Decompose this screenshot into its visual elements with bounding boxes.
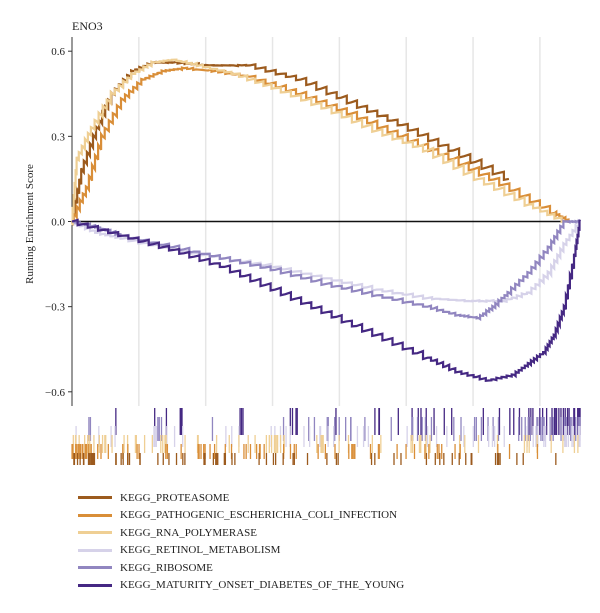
legend-item: KEGG_RIBOSOME (78, 559, 404, 577)
y-axis: 0.6 0.3 0.0 −0.3 −0.6 (45, 37, 73, 406)
legend-swatch (78, 566, 112, 570)
legend-label: KEGG_RETINOL_METABOLISM (120, 544, 281, 557)
gene-hit-rug (71, 408, 581, 465)
legend-swatch (78, 496, 112, 500)
legend-label: KEGG_RNA_POLYMERASE (120, 526, 258, 539)
legend-label: KEGG_RIBOSOME (120, 561, 213, 574)
legend-label: KEGG_PATHOGENIC_ESCHERICHIA_COLI_INFECTI… (120, 509, 398, 522)
y-tick-label: 0.3 (51, 131, 65, 143)
legend-label: KEGG_MATURITY_ONSET_DIABETES_OF_THE_YOUN… (120, 579, 405, 592)
legend-item: KEGG_PROTEASOME (78, 489, 404, 507)
legend-swatch (78, 531, 112, 535)
y-tick-label: 0.0 (51, 217, 65, 229)
legend-item: KEGG_RNA_POLYMERASE (78, 524, 404, 542)
legend-swatch (78, 583, 112, 587)
legend-swatch (78, 513, 112, 517)
legend-item: KEGG_PATHOGENIC_ESCHERICHIA_COLI_INFECTI… (78, 507, 404, 525)
series-line (71, 218, 581, 322)
legend-swatch (78, 548, 112, 552)
y-tick-label: 0.6 (51, 46, 65, 58)
y-tick-label: −0.3 (45, 302, 65, 314)
series-line (71, 218, 582, 383)
legend-label: KEGG_PROTEASOME (120, 491, 230, 504)
series-line (71, 66, 570, 226)
chart-title: ENO3 (72, 19, 103, 33)
series-line (71, 218, 581, 304)
legend: KEGG_PROTEASOME KEGG_PATHOGENIC_ESCHERICH… (78, 489, 404, 594)
series-group (70, 58, 582, 383)
series-line (70, 58, 565, 226)
y-tick-label: −0.6 (45, 387, 65, 399)
legend-item: KEGG_RETINOL_METABOLISM (78, 542, 404, 560)
legend-item: KEGG_MATURITY_ONSET_DIABETES_OF_THE_YOUN… (78, 577, 404, 595)
